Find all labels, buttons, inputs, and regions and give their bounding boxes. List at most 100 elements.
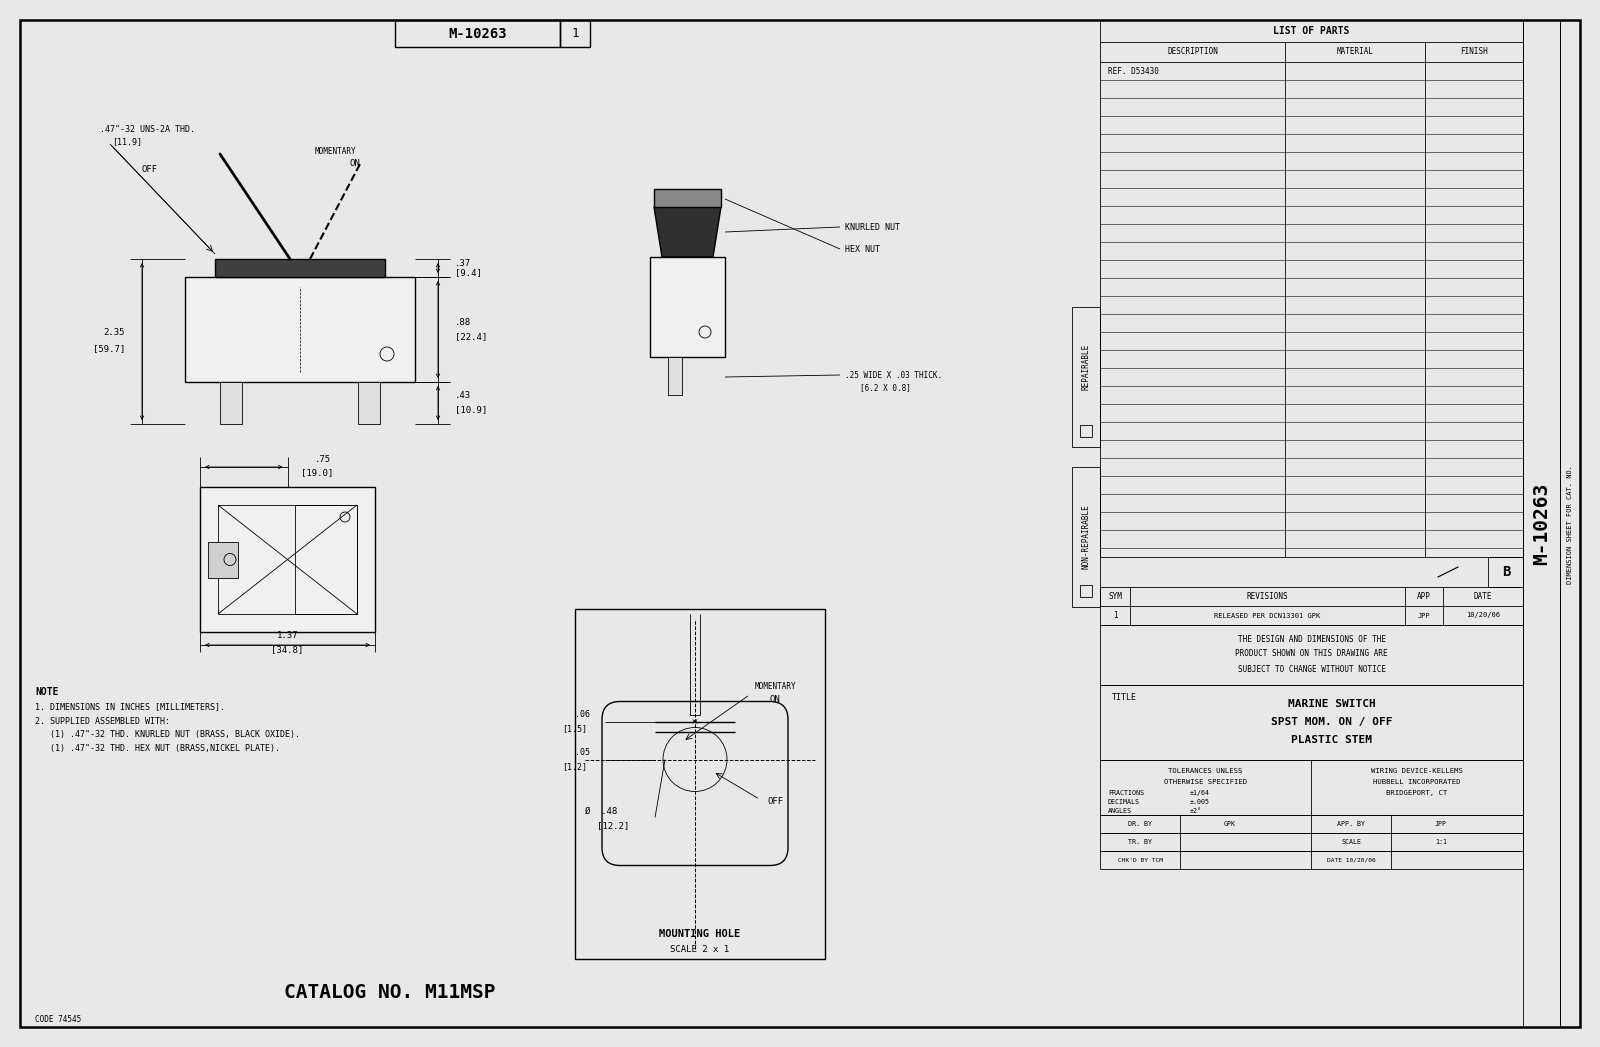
Polygon shape (654, 207, 722, 257)
Text: NOTE: NOTE (35, 687, 59, 697)
Bar (1101, 851, 1523, 869)
Text: [9.4]: [9.4] (454, 268, 482, 277)
Bar (574, 609, 826, 959)
Text: FINISH: FINISH (1461, 47, 1488, 57)
Bar (1101, 685, 1523, 760)
Bar (654, 190, 722, 207)
Text: REF. D53430: REF. D53430 (1107, 67, 1158, 75)
Text: OTHERWISE SPECIFIED: OTHERWISE SPECIFIED (1163, 779, 1246, 785)
Bar (560, 20, 590, 47)
Bar (1101, 833, 1523, 851)
Text: JPP: JPP (1418, 612, 1430, 619)
Text: OFF: OFF (768, 797, 784, 806)
Text: 1. DIMENSIONS IN INCHES [MILLIMETERS].: 1. DIMENSIONS IN INCHES [MILLIMETERS]. (35, 703, 226, 712)
Text: APP. BY: APP. BY (1338, 821, 1365, 827)
Text: .37: .37 (454, 259, 470, 267)
Text: CATALOG NO. M11MSP: CATALOG NO. M11MSP (285, 982, 496, 1002)
Bar (200, 487, 374, 632)
Bar (214, 259, 386, 277)
Text: NON-REPAIRABLE: NON-REPAIRABLE (1082, 505, 1091, 570)
Text: .43: .43 (454, 392, 470, 401)
Text: DIMENSION SHEET FOR CAT. NO.: DIMENSION SHEET FOR CAT. NO. (1566, 465, 1573, 583)
Bar (1101, 587, 1523, 625)
Text: OFF: OFF (142, 164, 158, 174)
Text: 1.37: 1.37 (277, 631, 298, 641)
Text: REVISIONS: REVISIONS (1246, 592, 1288, 601)
Bar (669, 357, 682, 395)
Text: MOMENTARY: MOMENTARY (314, 148, 355, 156)
Text: 2.35: 2.35 (104, 328, 125, 337)
Text: 2. SUPPLIED ASSEMBLED WITH:: 2. SUPPLIED ASSEMBLED WITH: (35, 716, 170, 726)
Bar (1560, 20, 1581, 1027)
Text: [59.7]: [59.7] (93, 344, 125, 353)
Text: [1.2]: [1.2] (562, 762, 587, 771)
Text: 1: 1 (571, 27, 579, 40)
Text: MATERIAL: MATERIAL (1336, 47, 1373, 57)
Bar (294, 505, 357, 614)
Text: CHK'D BY TCM: CHK'D BY TCM (1117, 857, 1163, 863)
Text: THE DESIGN AND DIMENSIONS OF THE: THE DESIGN AND DIMENSIONS OF THE (1237, 634, 1386, 644)
Text: .47"-32 UNS-2A THD.: .47"-32 UNS-2A THD. (99, 126, 195, 134)
Text: PLASTIC STEM: PLASTIC STEM (1291, 735, 1373, 745)
Text: M-10263: M-10263 (448, 26, 507, 41)
Text: SYM: SYM (1109, 592, 1122, 601)
Text: ON: ON (770, 695, 781, 704)
Text: TOLERANCES UNLESS: TOLERANCES UNLESS (1168, 768, 1243, 774)
Text: MOUNTING HOLE: MOUNTING HOLE (659, 929, 741, 939)
Bar (1072, 307, 1101, 447)
Text: FRACTIONS: FRACTIONS (1107, 790, 1144, 796)
Bar (1101, 815, 1523, 833)
Bar (1080, 585, 1091, 597)
Bar (1523, 20, 1560, 1027)
Text: 1: 1 (1112, 611, 1117, 620)
Text: SCALE: SCALE (1341, 839, 1362, 845)
Text: B: B (1502, 565, 1510, 579)
Text: APP: APP (1418, 592, 1430, 601)
Text: .06: .06 (574, 710, 590, 719)
Text: REPAIRABLE: REPAIRABLE (1082, 343, 1091, 391)
Text: JPP: JPP (1435, 821, 1446, 827)
Bar (208, 541, 238, 578)
Text: 1:1: 1:1 (1435, 839, 1446, 845)
Text: CODE 74545: CODE 74545 (35, 1015, 82, 1024)
Text: TR. BY: TR. BY (1128, 839, 1152, 845)
Text: .75: .75 (315, 454, 331, 464)
Bar (218, 505, 357, 614)
Text: [12.2]: [12.2] (597, 821, 629, 830)
Text: GPK: GPK (1224, 821, 1235, 827)
Text: SPST MOM. ON / OFF: SPST MOM. ON / OFF (1270, 717, 1392, 727)
Text: SCALE 2 x 1: SCALE 2 x 1 (670, 944, 730, 954)
Text: Ø  .48: Ø .48 (586, 807, 618, 816)
Text: DESCRIPTION: DESCRIPTION (1166, 47, 1218, 57)
Text: ±2°: ±2° (1190, 808, 1202, 814)
Text: HUBBELL INCORPORATED: HUBBELL INCORPORATED (1373, 779, 1461, 785)
Text: DECIMALS: DECIMALS (1107, 799, 1139, 805)
Bar (186, 277, 414, 382)
Text: KNURLED NUT: KNURLED NUT (845, 223, 899, 231)
Text: .05: .05 (574, 748, 590, 757)
Text: .25 WIDE X .03 THICK.: .25 WIDE X .03 THICK. (845, 371, 942, 379)
Text: (1) .47"-32 THD. KNURLED NUT (BRASS, BLACK OXIDE).: (1) .47"-32 THD. KNURLED NUT (BRASS, BLA… (35, 731, 301, 739)
Text: (1) .47"-32 THD. HEX NUT (BRASS,NICKEL PLATE).: (1) .47"-32 THD. HEX NUT (BRASS,NICKEL P… (35, 744, 280, 754)
Text: ON: ON (350, 158, 360, 168)
Text: [19.0]: [19.0] (301, 468, 334, 477)
Text: TITLE: TITLE (1112, 692, 1138, 701)
Bar (395, 20, 560, 47)
Text: LIST OF PARTS: LIST OF PARTS (1274, 26, 1350, 36)
Text: [22.4]: [22.4] (454, 332, 488, 341)
Text: [6.2 X 0.8]: [6.2 X 0.8] (861, 383, 910, 393)
Text: DR. BY: DR. BY (1128, 821, 1152, 827)
Text: [34.8]: [34.8] (272, 646, 304, 654)
Text: [11.9]: [11.9] (112, 137, 142, 147)
Text: [1.5]: [1.5] (562, 723, 587, 733)
Bar (1080, 425, 1091, 437)
Bar (1101, 760, 1523, 815)
Text: DATE 10/20/06: DATE 10/20/06 (1326, 857, 1376, 863)
Bar (1072, 467, 1101, 607)
Text: ANGLES: ANGLES (1107, 808, 1133, 814)
Text: MARINE SWITCH: MARINE SWITCH (1288, 699, 1376, 709)
Text: RELEASED PER DCN13301 GPK: RELEASED PER DCN13301 GPK (1214, 612, 1320, 619)
Text: ±.005: ±.005 (1190, 799, 1210, 805)
Text: [10.9]: [10.9] (454, 405, 488, 415)
Bar (1101, 20, 1523, 557)
